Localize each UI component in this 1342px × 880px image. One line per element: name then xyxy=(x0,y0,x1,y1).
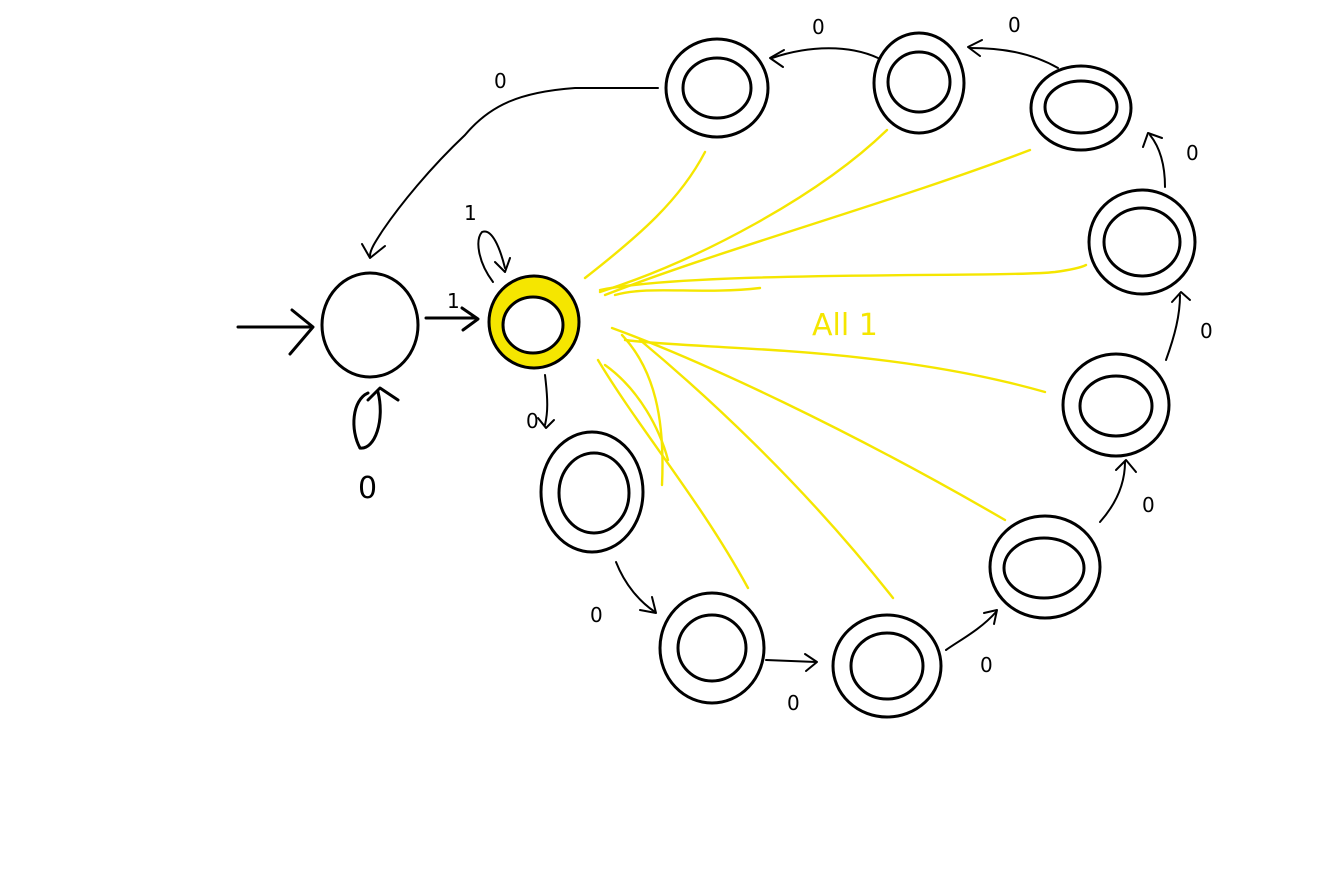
state-chain-8 xyxy=(872,31,966,135)
state-accept-highlighted xyxy=(487,274,581,370)
chain-5-to-6-arrow: 0 xyxy=(1165,291,1213,361)
start-to-accept-label: 1 xyxy=(447,289,460,313)
chain-4-to-5-arrow: 0 xyxy=(1099,459,1155,523)
accept-to-chain-arrow: 0 xyxy=(526,374,555,433)
state-start xyxy=(320,271,420,379)
chain-2-to-3-arrow: 0 xyxy=(765,653,818,715)
chain-3-4-label: 0 xyxy=(980,653,993,677)
state-chain-7 xyxy=(1029,64,1133,152)
chain-7-to-8-arrow: 0 xyxy=(967,13,1059,69)
chain-5-6-label: 0 xyxy=(1200,319,1213,343)
chain-6-7-label: 0 xyxy=(1186,141,1199,165)
chain-9-start-label: 0 xyxy=(494,69,507,93)
state-chain-5 xyxy=(1061,352,1171,458)
accept-self-loop-label: 1 xyxy=(464,201,477,225)
state-chain-6 xyxy=(1087,188,1197,296)
chain-4-5-label: 0 xyxy=(1142,493,1155,517)
state-chain-2 xyxy=(658,591,766,705)
chain-1-to-2-arrow: 0 xyxy=(590,561,657,627)
accept-self-loop: 1 xyxy=(464,201,511,283)
chain-1-2-label: 0 xyxy=(590,603,603,627)
state-chain-9 xyxy=(664,37,770,139)
chain-8-to-9-arrow: 0 xyxy=(769,15,879,68)
chain-6-to-7-arrow: 0 xyxy=(1142,132,1199,188)
start-to-accept-arrow: 1 xyxy=(424,289,480,332)
start-self-loop: 0 xyxy=(352,386,400,506)
start-arrow xyxy=(236,308,315,356)
chain-7-8-label: 0 xyxy=(1008,13,1021,37)
chain-9-to-start-arrow: 0 xyxy=(361,69,659,259)
accept-to-chain-label: 0 xyxy=(526,409,539,433)
state-chain-3 xyxy=(831,613,943,719)
state-chain-1 xyxy=(539,430,645,554)
start-self-loop-label: 0 xyxy=(358,471,377,506)
chain-2-3-label: 0 xyxy=(787,691,800,715)
chain-8-9-label: 0 xyxy=(812,15,825,39)
state-chain-4 xyxy=(988,514,1102,620)
all-ones-label: All 1 xyxy=(812,308,878,343)
chain-3-to-4-arrow: 0 xyxy=(945,609,998,677)
all-ones-transitions xyxy=(583,128,1088,600)
